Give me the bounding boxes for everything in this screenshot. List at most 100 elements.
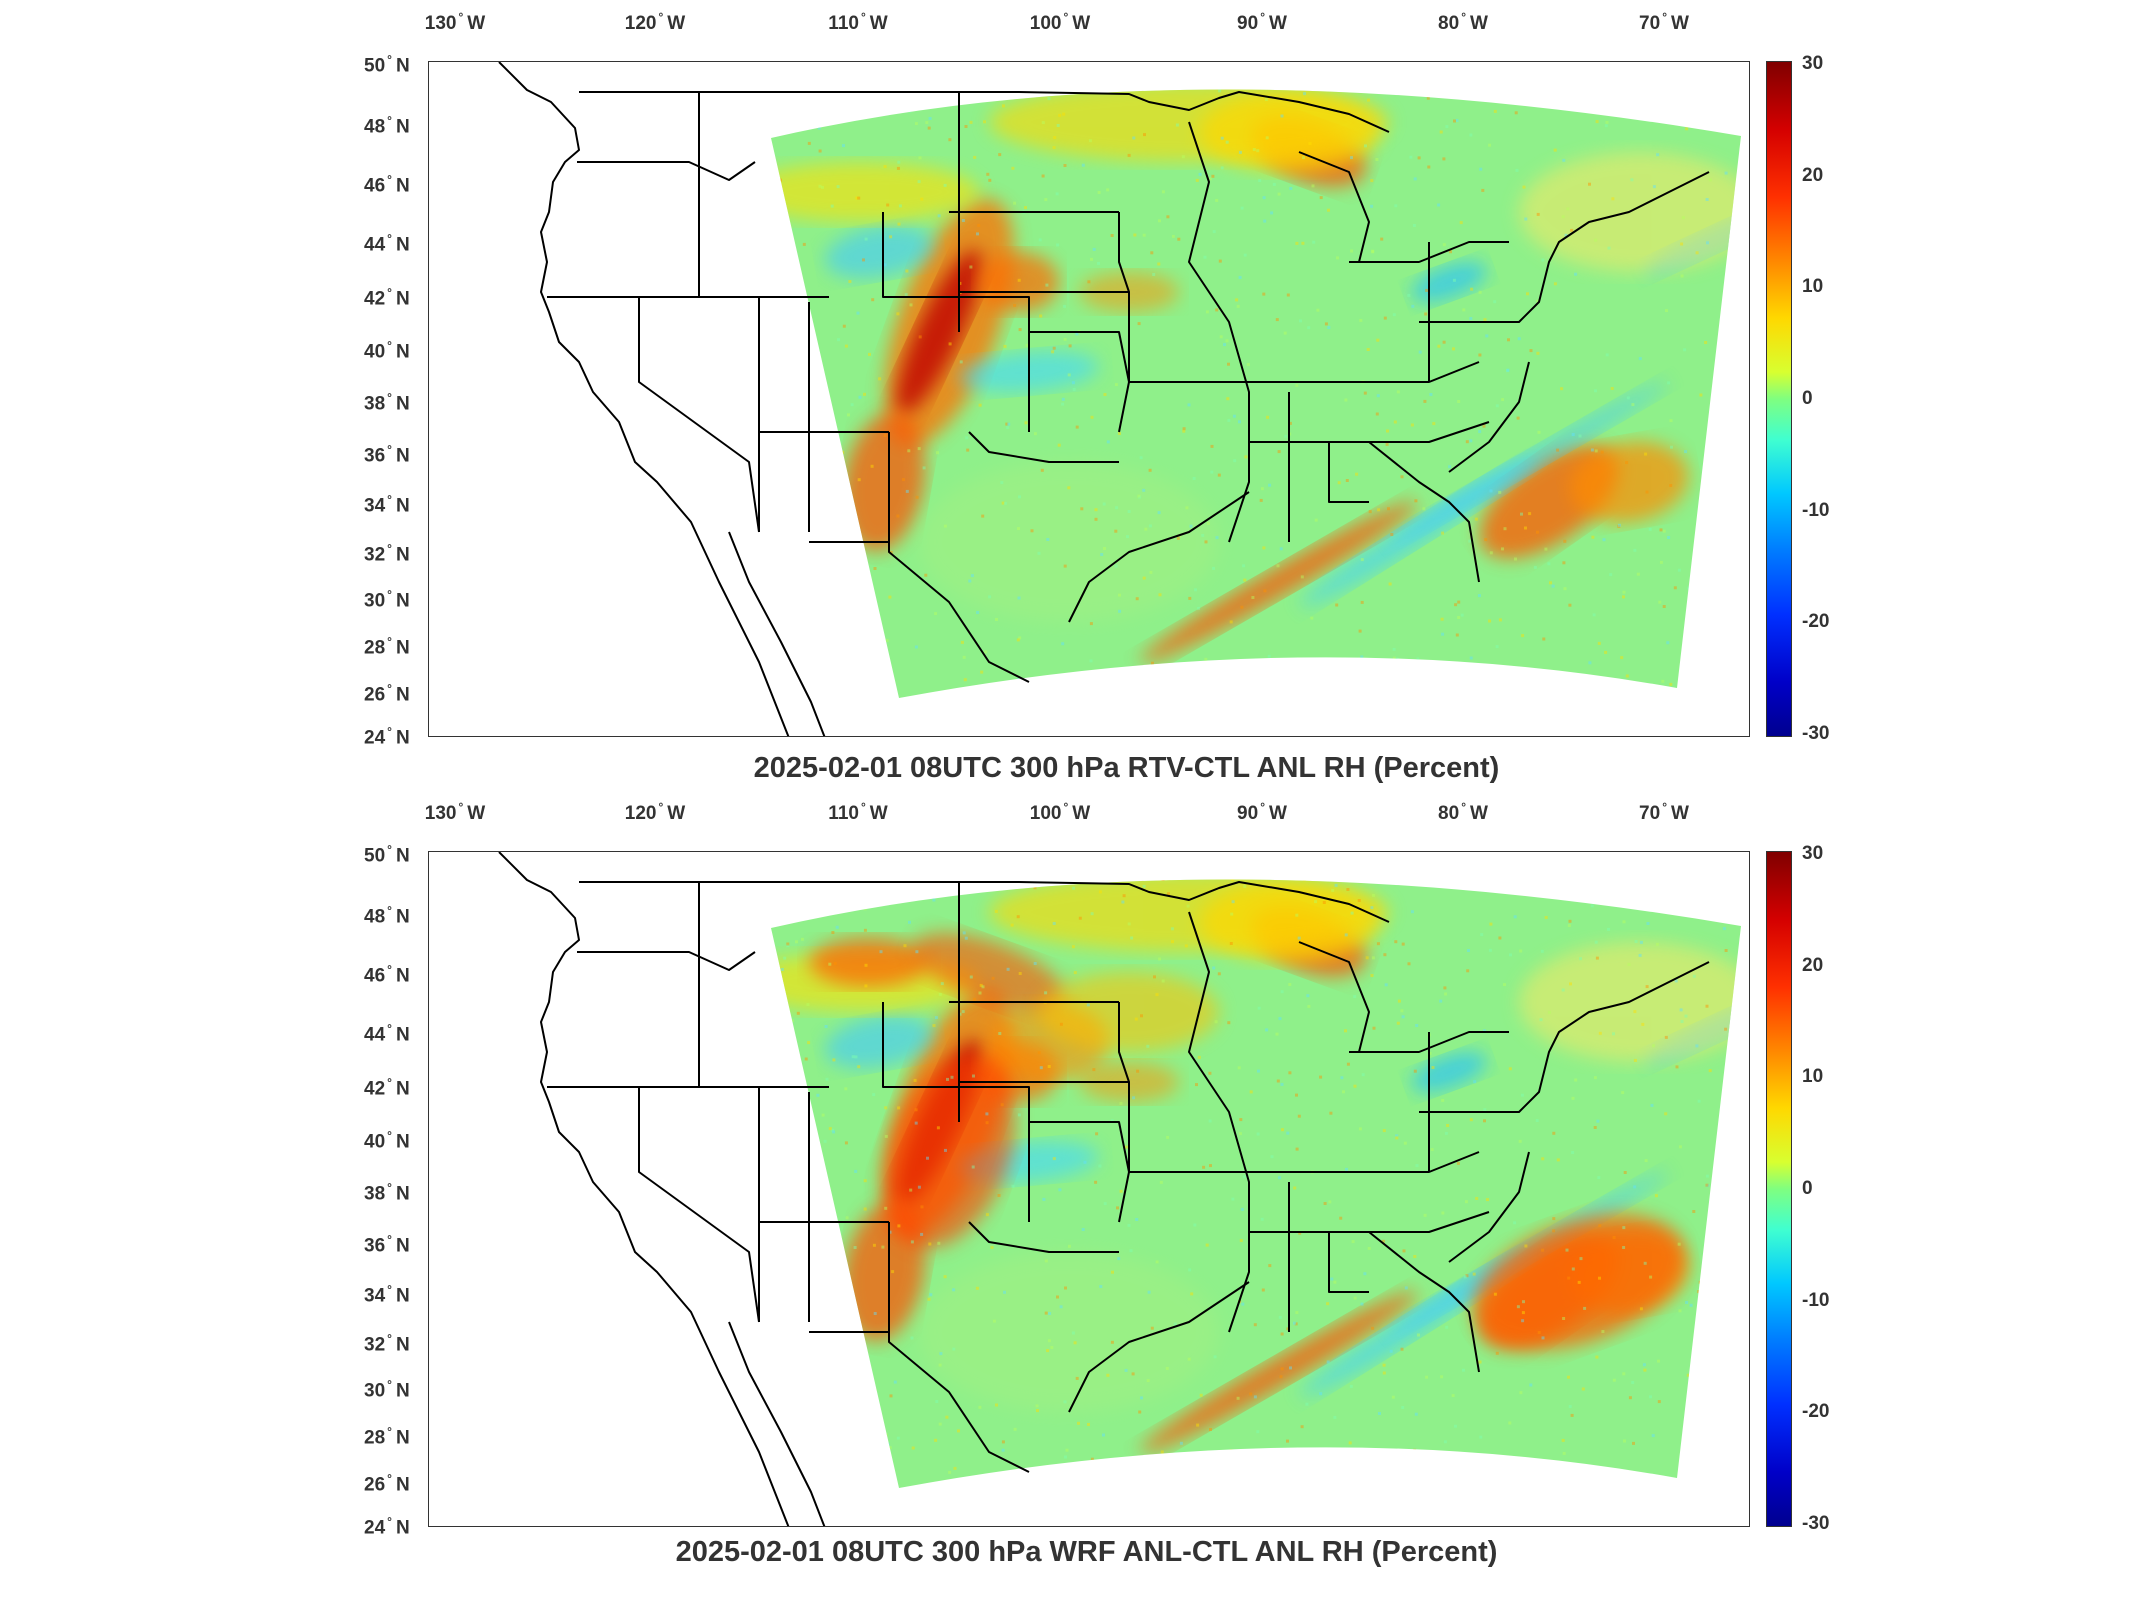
- boundary-line: [882, 212, 1030, 432]
- field-speckle: [1122, 894, 1126, 898]
- field-speckle: [1389, 1349, 1393, 1353]
- field-speckle: [1286, 1327, 1290, 1331]
- field-speckle: [1495, 645, 1499, 649]
- field-speckle: [1371, 250, 1375, 254]
- field-speckle: [934, 612, 938, 616]
- field-speckle: [1197, 1055, 1201, 1059]
- field-speckle: [1033, 886, 1037, 890]
- field-speckle: [1059, 1022, 1063, 1026]
- field-speckle: [1005, 422, 1009, 426]
- field-speckle: [1103, 547, 1106, 550]
- field-speckle: [1549, 581, 1552, 585]
- field-speckle: [1308, 142, 1312, 145]
- field-speckle: [1446, 1124, 1450, 1127]
- field-speckle: [1142, 488, 1146, 492]
- field-speckle: [1396, 1021, 1400, 1025]
- colorbar-tick-label: 10: [1802, 276, 1824, 298]
- latitude-label: 30 ° N: [364, 587, 410, 612]
- field-speckle: [820, 1387, 823, 1391]
- field-speckle: [1314, 900, 1318, 904]
- field-speckle: [832, 1407, 836, 1411]
- field-speckle: [780, 1116, 784, 1120]
- field-speckle: [1539, 1018, 1543, 1022]
- field-speckle: [964, 125, 968, 128]
- field-speckle: [1372, 893, 1375, 897]
- field-speckle: [844, 548, 848, 552]
- rh-anomaly-blob: [1569, 441, 1689, 523]
- field-speckle: [1574, 272, 1578, 276]
- field-speckle: [1645, 490, 1649, 494]
- field-speckle: [1601, 1330, 1605, 1333]
- field-speckle: [1659, 560, 1663, 564]
- field-speckle: [863, 928, 867, 932]
- field-speckle: [1690, 1409, 1694, 1413]
- field-speckle: [1300, 1425, 1304, 1429]
- field-speckle: [1227, 1021, 1231, 1025]
- field-speckle: [1257, 1006, 1261, 1010]
- field-speckle: [925, 121, 929, 125]
- field-speckle: [1595, 1355, 1599, 1359]
- field-speckle: [1564, 233, 1568, 237]
- field-speckle: [823, 452, 827, 456]
- field-speckle: [782, 1037, 786, 1041]
- field-speckle: [886, 203, 890, 207]
- field-speckle: [1150, 251, 1154, 255]
- field-speckle: [833, 962, 837, 965]
- field-speckle: [1704, 62, 1707, 63]
- field-speckle: [1724, 949, 1728, 952]
- field-speckle: [1087, 1423, 1090, 1426]
- field-speckle: [837, 1243, 840, 1247]
- field-speckle: [1302, 156, 1305, 160]
- field-speckle: [824, 1025, 828, 1028]
- field-speckle: [1594, 238, 1598, 242]
- rh-anomaly-blob: [1140, 501, 1418, 663]
- field-speckle: [1382, 1129, 1386, 1133]
- field-speckle: [1016, 678, 1020, 682]
- field-speckle: [863, 1179, 867, 1183]
- field-speckle: [813, 339, 817, 343]
- rh-anomaly-blob: [979, 252, 1059, 312]
- field-speckle: [1289, 1366, 1292, 1370]
- field-speckle: [1295, 1147, 1299, 1151]
- field-speckle: [1280, 1082, 1284, 1086]
- field-speckle: [816, 1093, 820, 1097]
- field-speckle: [1639, 1307, 1643, 1311]
- field-speckle: [1189, 524, 1193, 528]
- boundary-line: [1419, 961, 1710, 1113]
- field-speckle: [926, 1156, 929, 1160]
- field-speckle: [1153, 975, 1156, 979]
- field-speckle: [1437, 203, 1441, 207]
- field-speckle: [990, 1245, 994, 1249]
- field-speckle: [1217, 972, 1221, 976]
- field-speckle: [831, 931, 835, 934]
- field-speckle: [1652, 185, 1656, 189]
- field-speckle: [1466, 969, 1470, 973]
- field-speckle: [1232, 414, 1236, 418]
- field-speckle: [1075, 1376, 1079, 1380]
- field-speckle: [1636, 106, 1640, 110]
- field-speckle: [1207, 677, 1211, 680]
- field-speckle: [981, 514, 985, 518]
- field-speckle: [1441, 531, 1445, 535]
- field-speckle: [1413, 177, 1417, 181]
- field-speckle: [1595, 956, 1599, 960]
- latitude-label: 32 ° N: [364, 541, 410, 566]
- field-speckle: [784, 879, 787, 881]
- field-speckle: [1018, 972, 1022, 975]
- field-speckle: [1651, 1434, 1655, 1438]
- field-speckle: [1161, 979, 1165, 983]
- field-speckle: [1501, 398, 1505, 402]
- field-speckle: [1734, 92, 1738, 96]
- field-speckle: [1230, 912, 1234, 916]
- field-speckle: [978, 403, 982, 407]
- field-speckle: [1210, 444, 1214, 448]
- field-speckle: [1478, 430, 1482, 434]
- field-speckle: [779, 178, 782, 182]
- field-speckle: [1226, 397, 1230, 401]
- field-speckle: [1590, 904, 1594, 908]
- field-speckle: [1264, 98, 1268, 101]
- field-speckle: [1261, 1288, 1265, 1292]
- field-speckle: [1259, 498, 1263, 502]
- field-speckle: [957, 1429, 960, 1433]
- field-speckle: [831, 1128, 835, 1132]
